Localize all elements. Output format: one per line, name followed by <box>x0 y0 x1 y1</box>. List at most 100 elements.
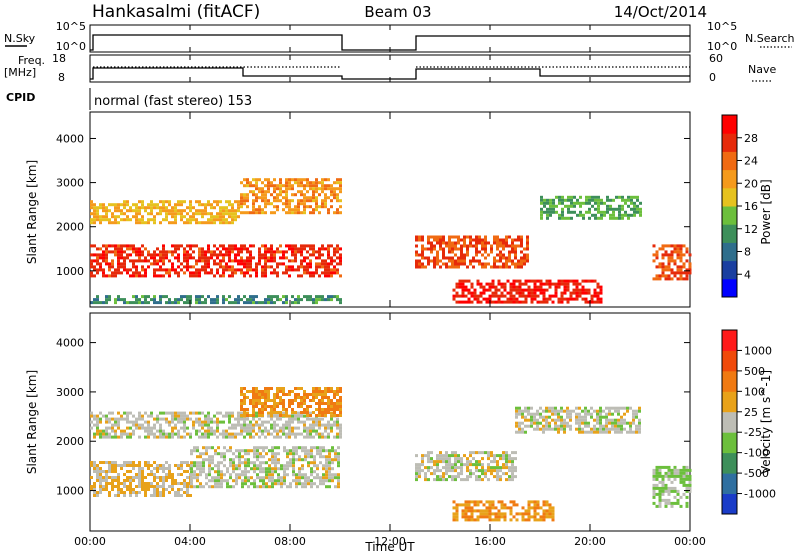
echo-cell <box>594 207 597 211</box>
echo-cell <box>294 414 297 418</box>
echo-cell <box>330 417 333 421</box>
echo-cell <box>307 479 310 483</box>
echo-cell <box>551 427 554 431</box>
echo-cell <box>533 515 537 519</box>
echo-cell <box>90 301 93 305</box>
echo-cell <box>241 461 244 465</box>
echo-cell <box>455 515 459 519</box>
echo-cell <box>259 485 262 489</box>
echo-cell <box>189 200 192 204</box>
echo-cell <box>539 415 542 419</box>
echo-cell <box>315 417 318 421</box>
echo-cell <box>240 405 243 408</box>
echo-cell <box>682 474 686 478</box>
echo-cell <box>536 285 540 289</box>
echo-cell <box>321 262 324 266</box>
echo-cell <box>150 432 153 436</box>
echo-cell <box>575 427 578 431</box>
echo-cell <box>336 271 339 275</box>
echo-cell <box>213 262 216 266</box>
echo-cell <box>321 271 324 275</box>
echo-cell <box>551 512 555 516</box>
echo-cell <box>150 411 153 415</box>
echo-cell <box>448 463 451 467</box>
echo-cell <box>679 471 683 475</box>
echo-cell <box>599 424 602 428</box>
echo-cell <box>291 429 294 433</box>
echo-cell <box>277 473 280 477</box>
echo-cell <box>307 455 310 459</box>
echo-cell <box>298 473 301 477</box>
echo-cell <box>526 259 529 263</box>
echo-cell <box>670 480 674 484</box>
echo-cell <box>276 414 279 418</box>
echo-cell <box>240 429 243 433</box>
echo-cell <box>150 212 153 216</box>
echo-cell <box>548 415 551 419</box>
echo-cell <box>488 506 492 510</box>
echo-cell <box>96 271 99 275</box>
echo-cell <box>217 446 220 450</box>
echo-cell <box>195 432 198 436</box>
echo-cell <box>252 399 255 402</box>
echo-cell <box>292 470 295 474</box>
echo-cell <box>159 253 162 257</box>
echo-cell <box>102 488 105 491</box>
echo-cell <box>300 190 303 194</box>
echo-cell <box>527 506 531 510</box>
echo-cell <box>267 295 270 299</box>
echo-cell <box>557 285 561 289</box>
echo-cell <box>297 411 300 415</box>
echo-cell <box>606 198 609 202</box>
echo-cell <box>549 210 552 214</box>
echo-cell <box>135 253 138 257</box>
echo-cell <box>294 411 297 414</box>
echo-cell <box>463 259 466 263</box>
echo-cell <box>312 271 315 275</box>
echo-cell <box>543 198 546 202</box>
echo-cell <box>620 418 623 422</box>
colorbar-tick-label: 8 <box>744 246 751 259</box>
echo-cell <box>472 457 475 461</box>
echo-cell <box>168 464 171 467</box>
echo-cell <box>303 399 306 402</box>
echo-cell <box>93 470 96 473</box>
echo-cell <box>105 244 108 248</box>
echo-cell <box>688 468 692 472</box>
echo-cell <box>183 256 186 260</box>
echo-cell <box>470 506 474 510</box>
echo-cell <box>105 295 108 299</box>
beam-title: Beam 03 <box>364 3 431 21</box>
echo-cell <box>685 268 689 272</box>
echo-cell <box>307 476 310 480</box>
echo-cell <box>237 250 240 254</box>
colorbar-segment <box>722 206 737 225</box>
echo-cell <box>222 435 225 439</box>
echo-cell <box>567 207 570 211</box>
echo-cell <box>300 244 303 248</box>
echo-cell <box>93 221 96 225</box>
echo-cell <box>484 241 487 245</box>
echo-cell <box>258 426 261 430</box>
echo-cell <box>548 506 552 510</box>
echo-cell <box>436 250 439 254</box>
echo-cell <box>255 423 258 427</box>
echo-cell <box>508 244 511 248</box>
echo-cell <box>183 426 186 430</box>
echo-cell <box>283 464 286 468</box>
echo-cell <box>457 262 460 266</box>
echo-cell <box>144 295 147 299</box>
echo-cell <box>288 181 291 185</box>
echo-cell <box>96 467 99 470</box>
echo-cell <box>222 259 225 263</box>
echo-cell <box>232 458 235 462</box>
echo-cell <box>336 298 339 302</box>
echo-cell <box>452 518 456 522</box>
echo-cell <box>189 435 192 439</box>
echo-cell <box>249 211 252 215</box>
echo-cell <box>442 262 445 266</box>
echo-cell <box>195 420 198 424</box>
echo-cell <box>186 265 189 269</box>
echo-cell <box>475 259 478 263</box>
echo-cell <box>150 206 153 210</box>
